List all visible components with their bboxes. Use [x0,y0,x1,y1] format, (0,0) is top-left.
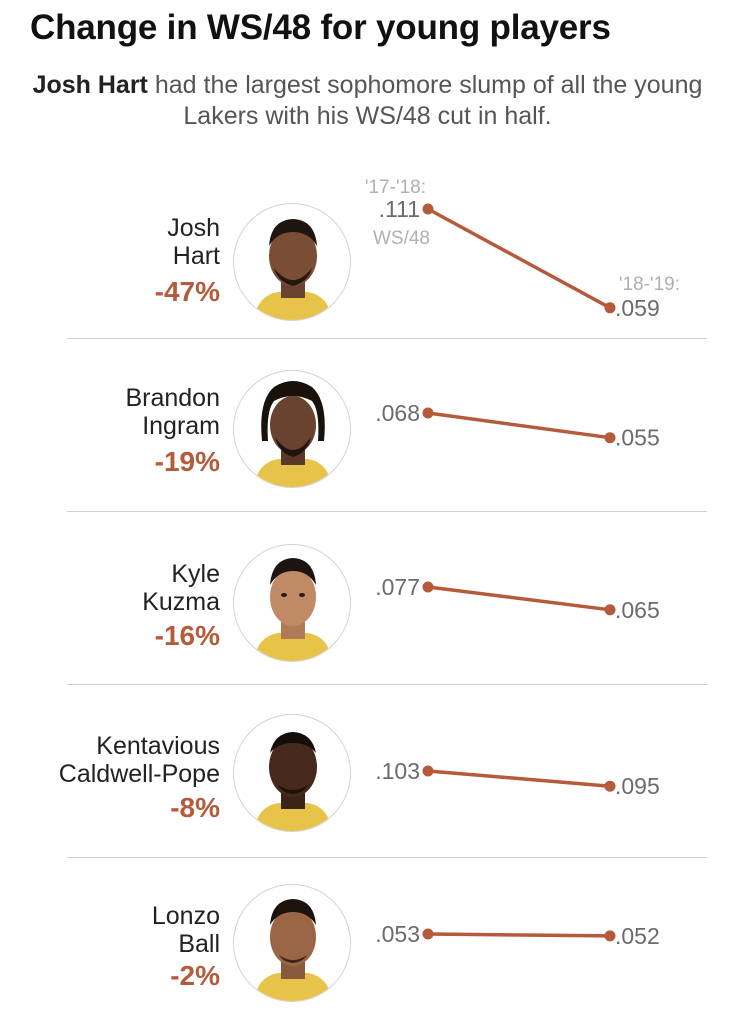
chart-subtitle: Josh Hart had the largest sophomore slum… [20,70,715,132]
chart-title: Change in WS/48 for young players [30,8,611,47]
slope-line [426,411,612,440]
player-name-last: Kuzma [142,588,220,616]
row-divider [67,338,707,339]
row-divider [67,684,707,685]
data-point-end [604,432,616,444]
player-change-percent: -2% [170,960,220,991]
data-point-start [422,407,434,419]
player-name-first: Kyle [171,560,220,588]
player-name-last: Caldwell-Pope [58,760,220,788]
player-change-percent: -8% [170,792,220,823]
value-label-end: .052 [615,923,660,949]
value-label-end: .095 [615,773,660,799]
slope-line [426,585,612,612]
player-portrait [233,884,351,1002]
data-point-start [422,765,434,777]
player-name-last: Hart [172,242,220,270]
player-portrait [233,544,351,662]
data-point-start [422,203,434,215]
slope-line [426,932,612,938]
value-label-start: .103 [375,758,420,784]
season-label-start: '17-'18: [365,177,426,198]
value-label-end: .059 [615,295,660,321]
player-row-lonzo-ball: Lonzo Ball -2% [0,850,735,1020]
player-name-first: Kentavious [96,732,220,760]
value-label-start: .068 [375,400,420,426]
value-label-start: .111 [379,196,420,222]
data-point-end [604,302,616,314]
player-portrait [233,203,351,321]
player-name-first: Lonzo [151,902,220,930]
player-row-brandon-ingram: Brandon Ingram -19% [0,340,735,510]
player-portrait [233,714,351,832]
data-point-end [604,780,616,792]
player-portrait [233,370,351,488]
row-divider [67,857,707,858]
data-point-end [604,930,616,942]
player-name-first: Brandon [125,384,220,412]
player-row-kentavious-caldwell-pope: Kentavious Caldwell-Pope -8% [0,680,735,850]
metric-label: WS/48 [373,228,430,249]
player-name-first: Josh [167,214,220,242]
data-point-end [604,604,616,616]
player-row-kyle-kuzma: Kyle Kuzma -16% [0,510,735,680]
player-name-last: Ingram [142,412,220,440]
data-point-start [422,928,434,940]
player-change-percent: -47% [154,276,220,307]
data-point-start [422,581,434,593]
slope-line [426,769,612,788]
subtitle-highlight: Josh Hart [32,71,148,99]
player-change-percent: -19% [154,446,220,477]
player-change-percent: -16% [154,620,220,651]
slope-line [426,207,612,310]
row-divider [67,511,707,512]
value-label-end: .055 [615,425,660,451]
player-name-last: Ball [178,930,220,958]
value-label-start: .077 [375,574,420,600]
season-label-end: '18-'19: [619,274,680,295]
subtitle-text: had the largest sophomore slump of all t… [147,71,703,130]
value-label-end: .065 [615,597,660,623]
player-row-josh-hart: Josh Hart -47% [0,170,735,340]
value-label-start: .053 [375,921,420,947]
